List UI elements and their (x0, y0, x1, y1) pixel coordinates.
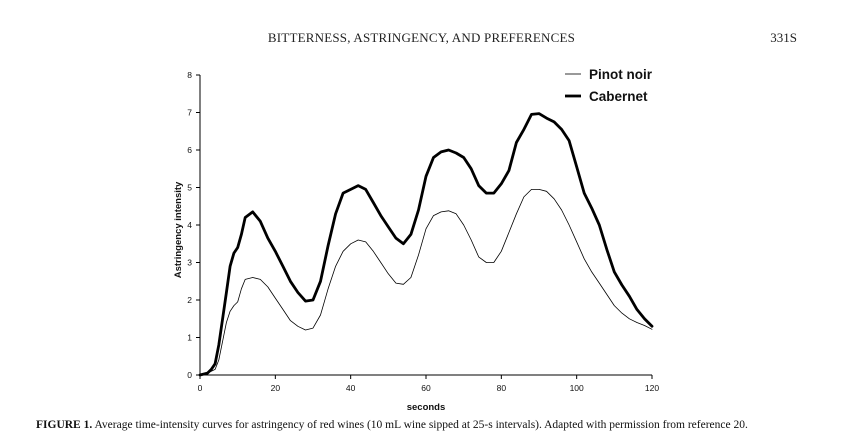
y-tick-label: 8 (187, 70, 192, 80)
series-line-pinot-noir (199, 189, 653, 376)
legend-label-cabernet: Cabernet (589, 89, 648, 104)
figure-caption: FIGURE 1. Average time-intensity curves … (36, 419, 836, 431)
running-head: BITTERNESS, ASTRINGENCY, AND PREFERENCES… (0, 30, 843, 50)
x-tick-label: 80 (497, 383, 507, 393)
x-axis-label: seconds (407, 402, 446, 413)
y-tick-label: 7 (187, 108, 192, 118)
x-tick-label: 120 (645, 383, 659, 393)
x-tick-label: 100 (570, 383, 584, 393)
y-tick-label: 6 (187, 145, 192, 155)
chart-legend: Pinot noir Cabernet (565, 67, 653, 104)
y-axis-label: Astringency intensity (173, 181, 184, 278)
x-tick-label: 60 (421, 383, 431, 393)
y-tick-label: 5 (187, 183, 192, 193)
page-number: 331S (770, 30, 797, 45)
figure-caption-label: FIGURE 1. (36, 419, 93, 431)
y-tick-label: 2 (187, 295, 192, 305)
y-tick-label: 0 (187, 370, 192, 380)
figure-caption-text: Average time-intensity curves for astrin… (94, 419, 748, 431)
series-line-cabernet (198, 112, 654, 377)
running-title: BITTERNESS, ASTRINGENCY, AND PREFERENCES (267, 30, 576, 45)
x-tick-label: 20 (271, 383, 281, 393)
legend-label-pinot-noir: Pinot noir (589, 67, 653, 82)
chart-series (198, 112, 654, 377)
y-tick-label: 1 (187, 333, 192, 343)
x-tick-label: 40 (346, 383, 356, 393)
y-tick-label: 3 (187, 258, 192, 268)
y-tick-label: 4 (187, 220, 192, 230)
x-tick-label: 0 (198, 383, 203, 393)
